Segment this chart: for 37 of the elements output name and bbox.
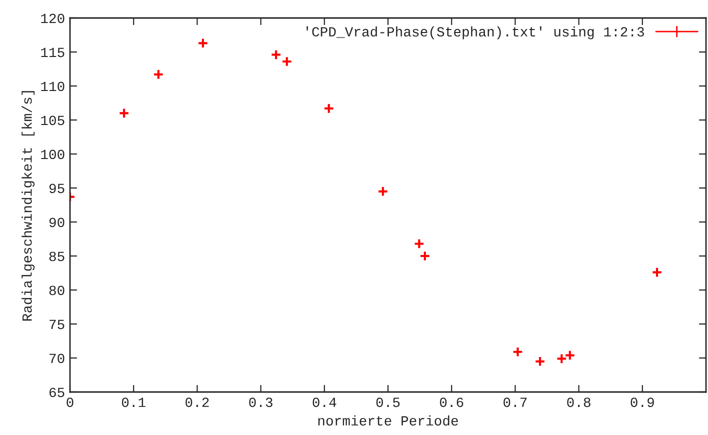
x-tick-label: 0.5 — [376, 398, 400, 408]
point — [152, 69, 164, 80]
point — [270, 49, 282, 60]
y-tick-label: 75 — [50, 320, 64, 330]
y-tick-label: 90 — [49, 218, 64, 228]
y-tick-label: 120 — [41, 14, 64, 24]
y-tick-label: 70 — [50, 354, 64, 364]
x-tick-label: 0 — [66, 398, 74, 408]
point — [414, 238, 425, 250]
y-tick-label: 115 — [41, 48, 64, 58]
x-axis-title: normierte Periode — [318, 415, 458, 426]
point — [512, 346, 524, 358]
x-tick-label: 0.1 — [122, 398, 146, 408]
x-tick-label: 0.7 — [504, 398, 527, 408]
x-tick-label: 0.6 — [440, 398, 464, 408]
point — [323, 103, 334, 114]
y-tick-label: 95 — [49, 184, 64, 194]
x-tick-label: 0.3 — [249, 398, 272, 408]
x-tick-label: 0.2 — [186, 398, 209, 408]
point — [652, 266, 662, 278]
x-tick-label: 0.8 — [567, 398, 590, 408]
point — [419, 250, 430, 262]
y-tick-label: 110 — [41, 82, 64, 92]
point — [118, 108, 130, 119]
y-tick-label: 65 — [49, 388, 64, 398]
y-tick-label: 85 — [49, 252, 64, 262]
y-axis-title: Radialgeschwindigkeit [km/s] — [22, 91, 35, 321]
point — [534, 356, 546, 367]
x-tick-label: 0.4 — [312, 398, 336, 408]
point — [377, 186, 388, 197]
point — [197, 38, 208, 49]
y-tick-label: 80 — [49, 286, 64, 296]
legend-label: 'CPD_Vrad-Phase(Stephan).txt' using 1:2:3 — [306, 26, 644, 40]
point — [281, 56, 292, 67]
y-tick-label: 100 — [41, 150, 64, 160]
y-tick-label: 105 — [41, 116, 64, 126]
x-tick-label: 0.9 — [630, 398, 654, 408]
